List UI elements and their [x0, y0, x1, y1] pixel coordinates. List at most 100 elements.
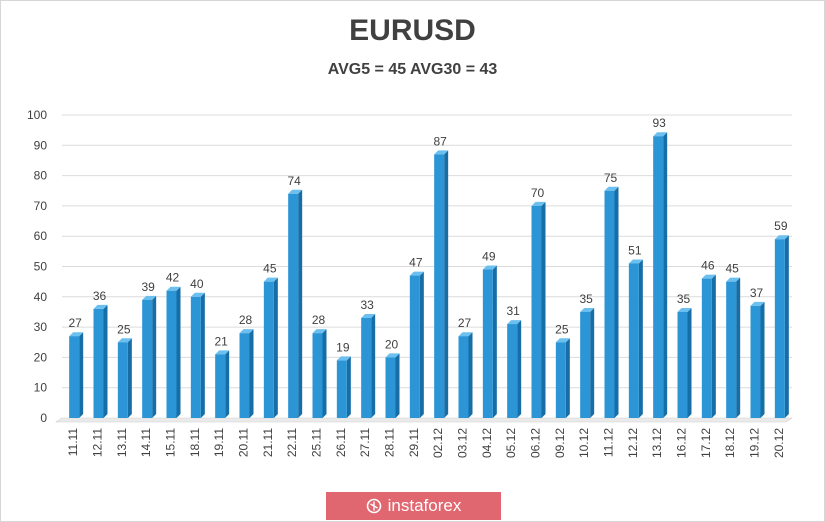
x-tick-label: 19.11: [212, 428, 226, 457]
x-tick-label: 11.12: [602, 428, 616, 457]
data-label: 39: [141, 280, 155, 294]
bar-side: [273, 277, 278, 418]
data-label: 87: [433, 134, 447, 148]
data-label: 49: [482, 250, 496, 264]
bar-side: [79, 332, 84, 418]
data-label: 59: [774, 219, 788, 233]
bar: [531, 205, 542, 418]
x-tick-label: 20.12: [772, 428, 786, 458]
bar-side: [760, 301, 765, 418]
bar-top: [69, 332, 84, 337]
bar-side: [200, 292, 205, 418]
bar-side: [687, 307, 692, 418]
bar-side: [298, 189, 303, 418]
bar-top: [774, 235, 789, 240]
bar-top: [263, 277, 278, 282]
bar-top: [434, 150, 449, 155]
bar: [507, 324, 518, 418]
bar-top: [458, 332, 473, 337]
y-tick-label: 60: [34, 229, 48, 243]
bar-side: [395, 353, 400, 418]
bar: [458, 336, 469, 418]
bar-top: [312, 329, 327, 334]
x-tick-label: 26.11: [334, 428, 348, 457]
bar: [239, 333, 250, 418]
bar-side: [468, 332, 473, 418]
bar-top: [531, 201, 546, 206]
bar-side: [517, 320, 522, 418]
bar-top: [117, 338, 132, 343]
x-tick-label: 04.12: [480, 428, 494, 458]
bar-top: [604, 186, 619, 191]
bar-side: [663, 132, 668, 418]
bar-top: [750, 301, 765, 306]
bar: [142, 299, 153, 418]
data-label: 47: [409, 256, 423, 270]
data-label: 31: [506, 304, 520, 318]
bar: [653, 136, 664, 418]
chart-floor: [55, 417, 793, 423]
bar: [555, 342, 566, 418]
bar: [117, 342, 128, 418]
bar-top: [653, 132, 668, 137]
data-label: 28: [312, 313, 326, 327]
bar: [215, 354, 226, 418]
data-label: 45: [725, 262, 739, 276]
bar: [263, 281, 274, 418]
data-label: 45: [263, 262, 277, 276]
bar: [69, 336, 80, 418]
bar-side: [784, 235, 789, 418]
bar: [726, 281, 737, 418]
data-label: 42: [166, 271, 180, 285]
data-label: 35: [677, 292, 691, 306]
y-tick-label: 80: [34, 169, 48, 183]
data-label: 93: [652, 116, 666, 130]
y-tick-label: 50: [34, 260, 48, 274]
bar-top: [482, 265, 497, 270]
bar-top: [93, 304, 108, 309]
data-label: 28: [239, 313, 253, 327]
bar: [774, 239, 785, 418]
data-label: 40: [190, 277, 204, 291]
bar: [701, 278, 712, 418]
bar: [580, 311, 591, 418]
bar-side: [736, 277, 741, 418]
x-tick-label: 17.12: [699, 428, 713, 458]
bar-side: [225, 350, 230, 418]
data-label: 25: [117, 322, 131, 336]
data-label: 27: [458, 316, 472, 330]
y-tick-label: 40: [34, 290, 48, 304]
bar: [93, 308, 104, 418]
chart-subtitle: AVG5 = 45 AVG30 = 43: [327, 61, 498, 78]
data-label: 70: [531, 186, 545, 200]
data-label: 27: [68, 316, 82, 330]
bar-top: [288, 189, 303, 194]
data-label: 36: [93, 289, 107, 303]
bar-top: [701, 274, 716, 279]
bar: [628, 263, 639, 418]
bar: [750, 305, 761, 418]
bar-top: [385, 353, 400, 358]
y-tick-label: 100: [27, 108, 47, 122]
x-tick-label: 13.12: [650, 428, 664, 458]
bar-side: [711, 274, 716, 418]
bar-side: [590, 307, 595, 418]
bar-side: [419, 271, 424, 418]
bar-side: [638, 259, 643, 418]
x-tick-label: 21.11: [261, 428, 275, 457]
x-tick-label: 22.11: [285, 428, 299, 457]
bar: [312, 333, 323, 418]
x-tick-label: 14.11: [139, 428, 153, 457]
x-tick-label: 13.11: [115, 428, 129, 457]
y-tick-label: 70: [34, 199, 48, 213]
x-tick-label: 02.12: [431, 428, 445, 458]
bar-top: [336, 356, 351, 361]
bar: [288, 193, 299, 418]
bar-top: [361, 314, 376, 319]
bar-side: [444, 150, 449, 418]
y-tick-label: 90: [34, 138, 48, 152]
y-tick-label: 0: [40, 411, 47, 425]
data-label: 74: [287, 174, 301, 188]
bar-side: [249, 329, 254, 418]
